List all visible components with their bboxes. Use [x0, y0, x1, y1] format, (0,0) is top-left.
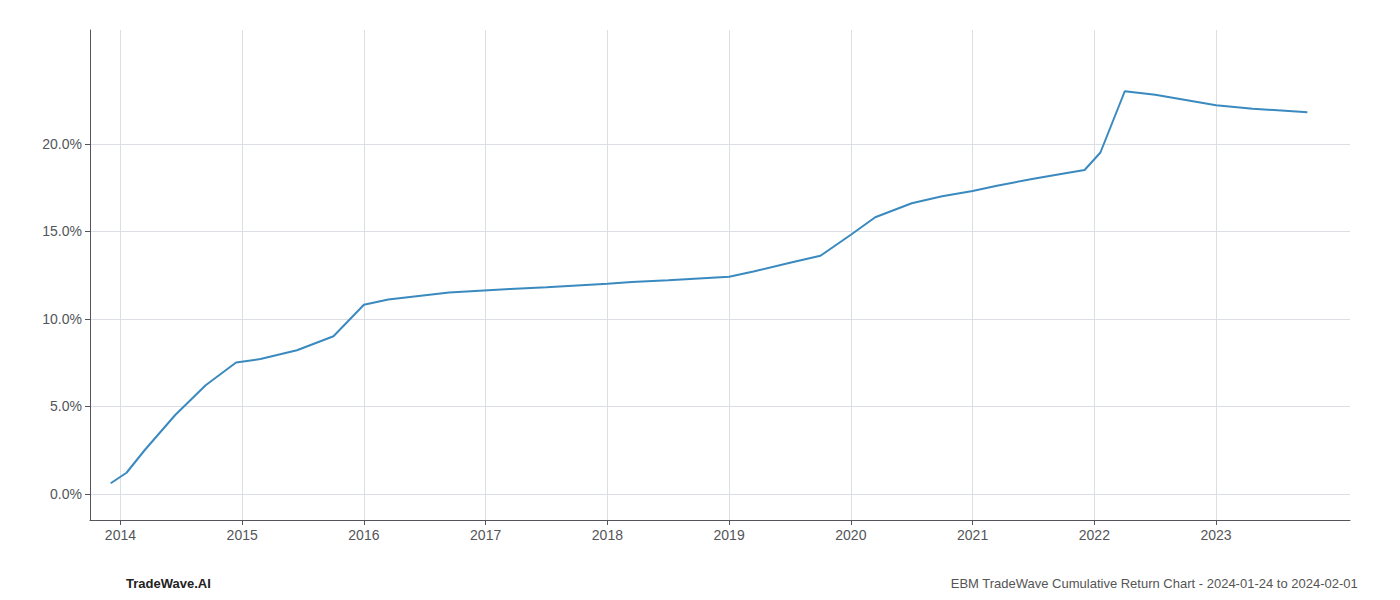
svg-text:2022: 2022 — [1079, 527, 1110, 543]
svg-text:2014: 2014 — [105, 527, 136, 543]
svg-text:2018: 2018 — [592, 527, 623, 543]
svg-text:2023: 2023 — [1201, 527, 1232, 543]
svg-text:2020: 2020 — [835, 527, 866, 543]
svg-text:15.0%: 15.0% — [42, 223, 82, 239]
svg-text:2019: 2019 — [714, 527, 745, 543]
svg-text:2016: 2016 — [348, 527, 379, 543]
svg-text:0.0%: 0.0% — [50, 486, 82, 502]
svg-text:20.0%: 20.0% — [42, 136, 82, 152]
svg-text:10.0%: 10.0% — [42, 311, 82, 327]
svg-text:2015: 2015 — [227, 527, 258, 543]
svg-text:2017: 2017 — [470, 527, 501, 543]
svg-text:EBM TradeWave Cumulative Retur: EBM TradeWave Cumulative Return Chart - … — [951, 576, 1358, 591]
svg-text:5.0%: 5.0% — [50, 398, 82, 414]
svg-text:2021: 2021 — [957, 527, 988, 543]
svg-text:TradeWave.AI: TradeWave.AI — [126, 576, 211, 591]
